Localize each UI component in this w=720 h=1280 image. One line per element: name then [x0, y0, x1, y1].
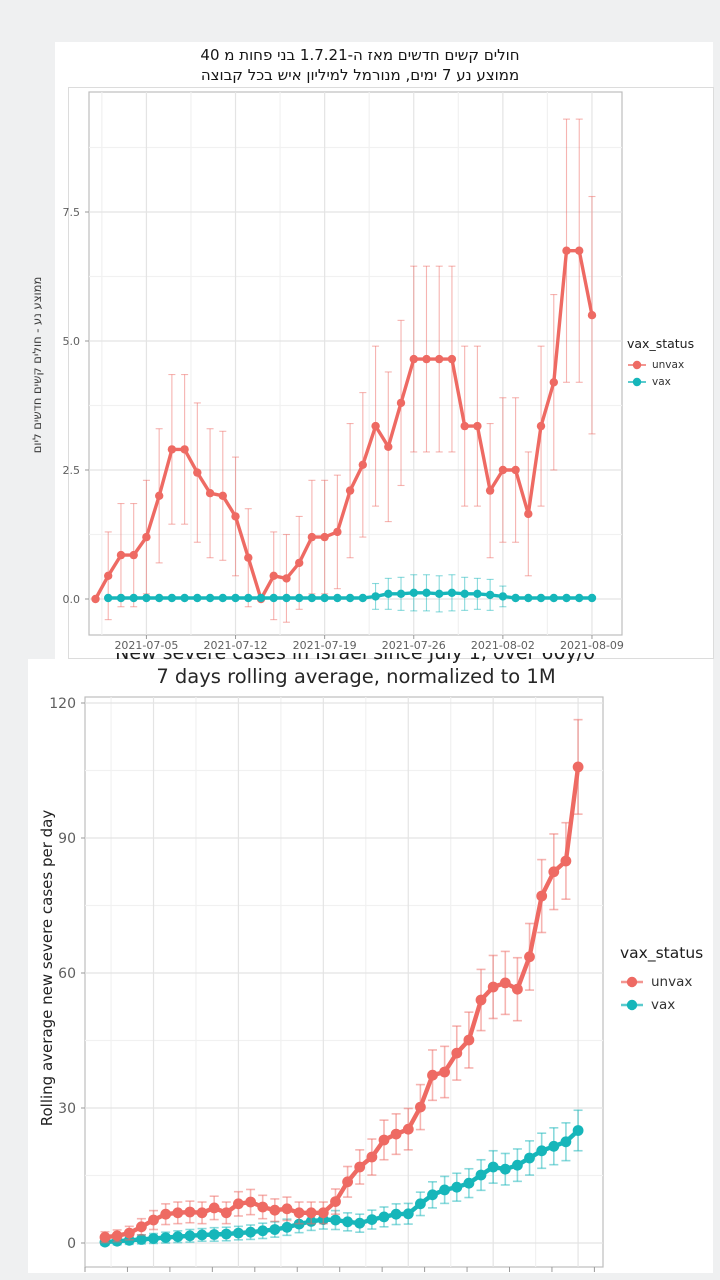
- top-chart-legend: vax_status unvax vax: [627, 336, 694, 393]
- legend-item-unvax: unvax: [627, 359, 694, 371]
- top-chart-title-line2: ממוצע נע 7 ימים, מנורמל למיליון איש בכל …: [200, 66, 520, 84]
- legend-item-unvax: unvax: [620, 974, 703, 990]
- top-chart-title: חולים קשים חדשים מאז ה-1.7.21 בני פחות מ…: [60, 45, 660, 85]
- bottom-chart-card: [28, 659, 713, 1273]
- legend-item-vax: vax: [620, 997, 703, 1013]
- bottom-chart-y-axis-label: Rolling average new severe cases per day: [38, 809, 56, 1127]
- vax-pointrange-icon: [628, 377, 646, 387]
- legend-item-vax: vax: [627, 376, 694, 388]
- bottom-chart-title-line2: 7 days rolling average, normalized to 1M: [156, 665, 556, 688]
- bottom-chart-title-line1: New severe cases in Israel since July 1,…: [115, 653, 595, 664]
- legend-label-vax: vax: [652, 376, 671, 388]
- unvax-pointrange-icon: [621, 976, 643, 988]
- bottom-chart-legend: vax_status unvax vax: [620, 944, 703, 1020]
- top-chart-title-line1: חולים קשים חדשים מאז ה-1.7.21 בני פחות מ…: [200, 46, 520, 64]
- top-chart-y-axis-label: ממוצע נע - חולים קשים חדשים ליום: [30, 276, 44, 454]
- legend-label-unvax: unvax: [651, 974, 693, 990]
- bottom-chart-title-clipped: New severe cases in Israel since July 1,…: [30, 653, 680, 664]
- legend-label-unvax: unvax: [652, 359, 685, 371]
- top-chart-image-frame: [68, 87, 714, 659]
- legend-label-vax: vax: [651, 997, 676, 1013]
- vax-pointrange-icon: [621, 999, 643, 1011]
- legend-title: vax_status: [627, 336, 695, 351]
- legend-title: vax_status: [620, 944, 704, 962]
- unvax-pointrange-icon: [628, 360, 646, 370]
